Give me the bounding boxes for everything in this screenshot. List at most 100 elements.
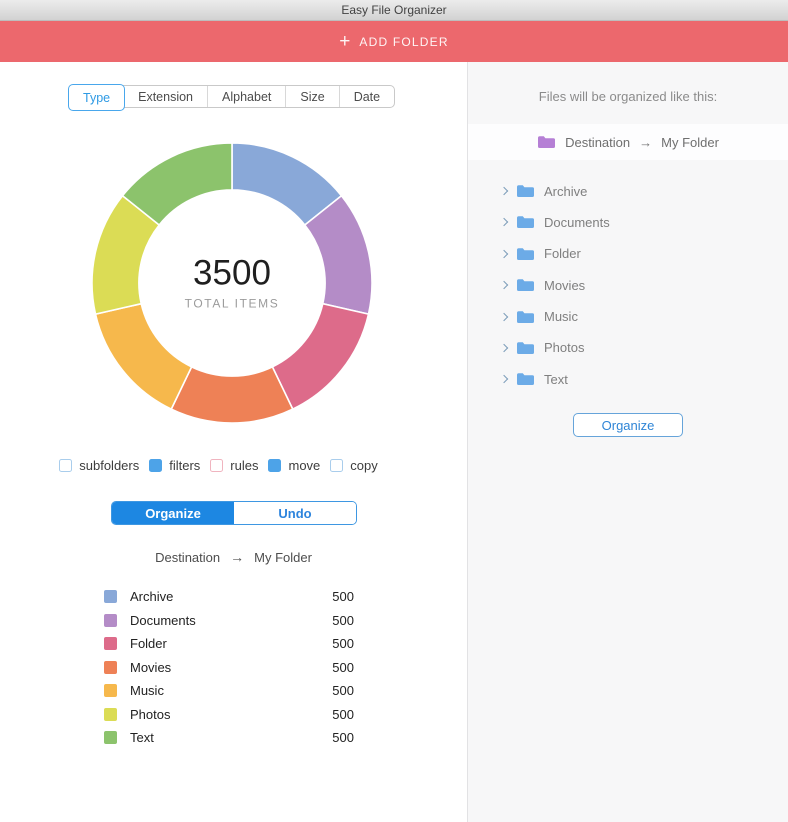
option-copy[interactable]: copy [330,458,378,473]
arrow-right-icon: → [639,134,653,150]
legend-row-folder: Folder 500 [104,636,354,651]
tree-item-folder[interactable]: Folder [499,245,788,263]
preview-destination-row: Destination → My Folder [468,124,788,160]
chevron-right-icon[interactable] [499,218,509,227]
chevron-right-icon[interactable] [499,343,509,353]
checkbox-label: filters [169,458,201,473]
destination-label: Destination [155,549,221,565]
right-panel: Files will be organized like this: Desti… [467,62,788,822]
option-move[interactable]: move [268,458,320,473]
legend-row-photos: Photos 500 [104,706,354,722]
organize-button[interactable]: Organize [112,502,234,524]
tab-date[interactable]: Date [338,86,394,107]
tree-item-photos[interactable]: Photos [499,339,788,357]
chevron-right-icon[interactable] [499,249,509,259]
option-rules[interactable]: rules [210,458,258,473]
folder-icon [538,136,556,148]
folder-icon [517,185,534,197]
legend-row-documents: Documents 500 [104,612,354,628]
legend-name: Movies [130,659,172,675]
chart-legend: Archive 500 Documents 500 Folder 500 Movies 500… [104,589,354,745]
checkbox-label: copy [350,458,378,473]
legend-value: 500 [332,659,354,675]
tab-bar: Type Extension Alphabet Size Date [68,85,396,110]
checkbox-filters[interactable] [149,459,163,472]
add-folder-label: ADD FOLDER [359,34,449,49]
tree-item-label: Photos [544,340,585,356]
legend-row-text: Text 500 [104,730,354,745]
tree-item-archive[interactable]: Archive [499,182,788,200]
chevron-right-icon[interactable] [499,280,509,290]
option-subfolders[interactable]: subfolders [59,458,139,473]
window-titlebar: Easy File Organizer [0,0,788,21]
checkbox-subfolders[interactable] [59,459,73,472]
folder-icon [517,216,534,229]
legend-swatch [104,613,117,627]
donut-chart-svg [91,142,373,424]
tree-item-documents[interactable]: Documents [499,213,788,231]
donut-chart: 3500 TOTAL ITEMS [87,141,377,425]
checkbox-rules[interactable] [210,459,224,472]
legend-name: Text [130,730,154,745]
legend-value: 500 [332,706,354,722]
legend-name: Archive [130,589,174,604]
add-folder-button[interactable]: + ADD FOLDER [0,21,788,62]
tab-size[interactable]: Size [285,86,338,107]
preview-organize-button[interactable]: Organize [573,413,683,438]
legend-row-movies: Movies 500 [104,659,354,675]
legend-value: 500 [332,683,354,698]
chevron-right-icon[interactable] [499,375,509,384]
checkbox-label: subfolders [79,458,140,473]
tree-item-label: Movies [544,277,586,293]
tree-item-label: Folder [544,246,581,262]
folder-icon [517,310,534,323]
tab-type[interactable]: Type [69,85,125,110]
legend-value: 500 [332,589,354,604]
folder-icon [517,279,534,292]
checkbox-label: move [288,458,321,473]
legend-swatch [104,660,117,674]
donut-slice-text [121,142,233,227]
destination-value: My Folder [254,549,312,565]
legend-swatch [104,707,117,721]
arrow-right-icon: → [230,549,245,565]
tree-item-music[interactable]: Music [499,308,788,326]
folder-tree: Archive Documents Folder Movies Music Photos T… [499,182,788,388]
window-title: Easy File Organizer [341,3,447,17]
destination-line: Destination → My Folder [0,549,467,565]
preview-header: Files will be organized like this: [538,89,718,104]
tree-item-text[interactable]: Text [499,370,788,388]
tree-item-label: Text [544,371,568,387]
tab-extension[interactable]: Extension [138,89,194,104]
tree-item-movies[interactable]: Movies [499,276,788,294]
legend-name: Photos [130,706,171,722]
checkbox-move[interactable] [268,459,282,472]
legend-value: 500 [332,612,354,628]
folder-icon [517,373,534,386]
donut-slice-movies [170,365,294,424]
donut-slice-folder [271,302,370,411]
folder-icon [517,247,534,260]
preview-destination-label: Destination [565,134,631,150]
legend-value: 500 [332,730,354,745]
undo-button[interactable]: Undo [234,502,356,524]
chevron-right-icon[interactable] [499,312,509,321]
option-filters[interactable]: filters [149,458,200,473]
preview-destination-value: My Folder [661,134,719,150]
options-row: subfolders filters rules move copy [0,458,467,473]
legend-row-music: Music 500 [104,683,354,698]
tab-alphabet[interactable]: Alphabet [207,86,285,107]
chevron-right-icon[interactable] [499,186,509,196]
checkbox-label: rules [230,458,259,473]
organize-undo-segment: Organize Undo [111,501,357,525]
legend-name: Music [130,683,164,698]
tree-item-label: Documents [544,214,610,230]
tree-item-label: Archive [544,183,588,199]
folder-icon [517,342,534,354]
legend-swatch [104,731,117,744]
legend-value: 500 [332,636,354,651]
legend-swatch [104,637,117,650]
checkbox-copy[interactable] [330,459,344,472]
legend-name: Folder [130,636,167,651]
legend-row-archive: Archive 500 [104,589,354,604]
